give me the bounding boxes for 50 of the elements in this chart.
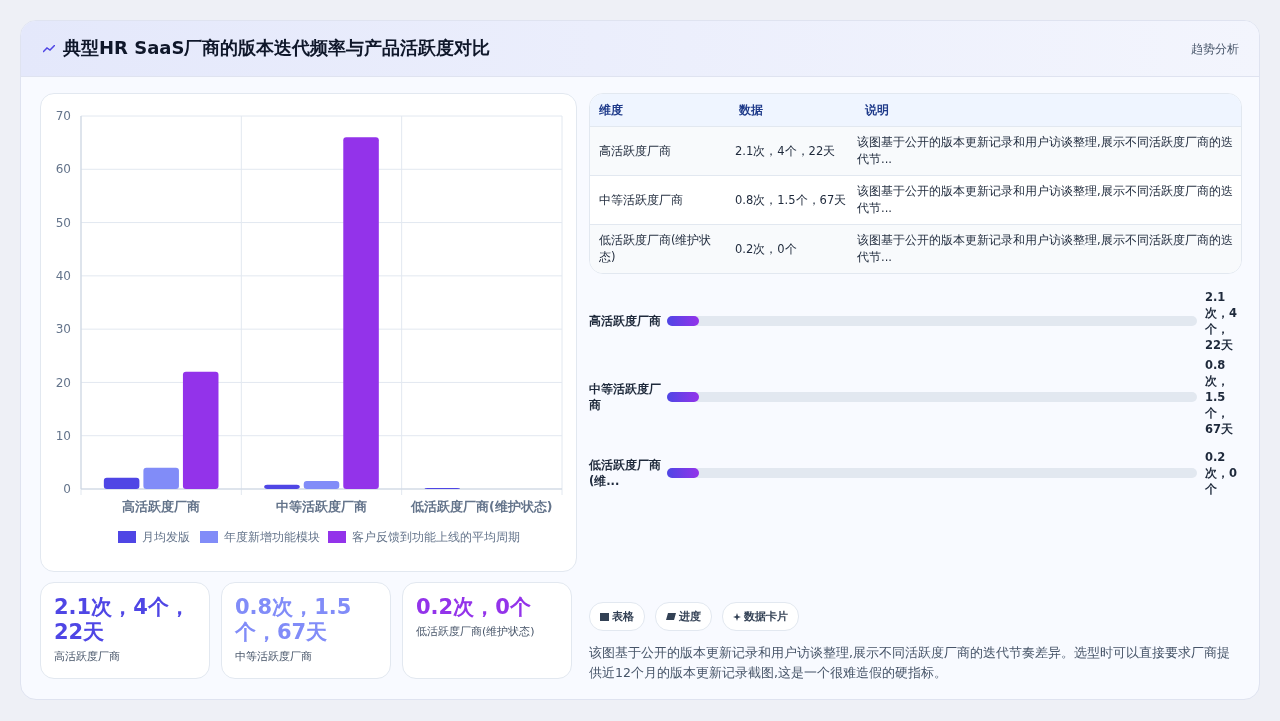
bar — [103, 477, 140, 489]
legend-label: 月均发版 — [142, 530, 190, 544]
y-tick-label: 0 — [63, 482, 71, 497]
text: 该图基于公开的版本更新记录和用户访谈整理,展示不同活跃度厂商的迭代节奏差异。选型时可以直接要求厂商提供近12个月的版本更新记录截图,这是一个很难造假的硬指标。 — [589, 644, 1231, 682]
text: 高活跃度厂商 — [54, 649, 121, 664]
y-tick-label: 70 — [55, 109, 71, 124]
bar — [182, 371, 219, 489]
text: 高活跃度厂商 — [598, 142, 672, 160]
text: 0.2次，0个 — [1205, 449, 1238, 497]
x-tick-label: 低活跃度厂商(维护状态) — [410, 499, 553, 514]
text: 高活跃度厂商 — [589, 313, 662, 329]
text: 2.1次，4个，22天 — [734, 142, 837, 160]
y-tick-label: 40 — [55, 269, 71, 284]
legend-label: 客户反馈到功能上线的平均周期 — [352, 530, 520, 544]
text: 该图基于公开的版本更新记录和用户访谈整理,展示不同活跃度厂商的迭代节... — [856, 134, 1234, 168]
text: 该图基于公开的版本更新记录和用户访谈整理,展示不同活跃度厂商的迭代节... — [856, 232, 1234, 266]
text: 数据 — [737, 102, 764, 118]
text: 0.8次，1.5个，67天 — [1205, 357, 1234, 437]
text: 0.8次，1.5个，67天 — [235, 595, 353, 645]
bar — [303, 481, 340, 489]
x-tick-label: 中等活跃度厂商 — [276, 499, 367, 514]
text: 该图基于公开的版本更新记录和用户访谈整理,展示不同活跃度厂商的迭代节... — [856, 183, 1234, 217]
text: 0.2次，0个 — [416, 595, 532, 620]
text: 表格 — [589, 602, 645, 631]
text: 数据卡片 — [722, 602, 799, 631]
y-tick-label: 30 — [55, 322, 71, 337]
text: 低活跃度厂商(维护状态) — [598, 232, 713, 266]
text: 维度 — [598, 102, 624, 118]
chart-title: 典型HR SaaS厂商的版本迭代频率与产品活跃度对比 — [63, 36, 491, 60]
y-tick-label: 20 — [55, 375, 71, 390]
bar — [264, 484, 300, 489]
text: 0.2次，0个 — [734, 240, 798, 258]
y-tick-label: 60 — [55, 162, 71, 177]
text: 2.1次，4个，22天 — [1205, 289, 1238, 353]
text: 中等活跃度厂商 — [598, 191, 684, 209]
y-tick-label: 10 — [55, 428, 71, 443]
x-tick-label: 高活跃度厂商 — [122, 499, 201, 514]
bar — [143, 467, 179, 489]
legend-label: 年度新增功能模块 — [224, 530, 320, 544]
text: 低活跃度厂商(维... — [589, 457, 662, 489]
bar — [343, 137, 379, 489]
text: 0.8次，1.5个，67天 — [734, 191, 848, 209]
text: 低活跃度厂商(维护状态) — [416, 624, 536, 639]
text: 中等活跃度厂商 — [235, 649, 313, 664]
y-tick-label: 50 — [55, 215, 71, 230]
text: 说明 — [864, 102, 891, 118]
text: 2.1次，4个，22天 — [54, 595, 191, 645]
text: 进度 — [655, 602, 712, 631]
text: 中等活跃度厂商 — [589, 381, 662, 413]
text: 趋势分析 — [1191, 41, 1239, 58]
